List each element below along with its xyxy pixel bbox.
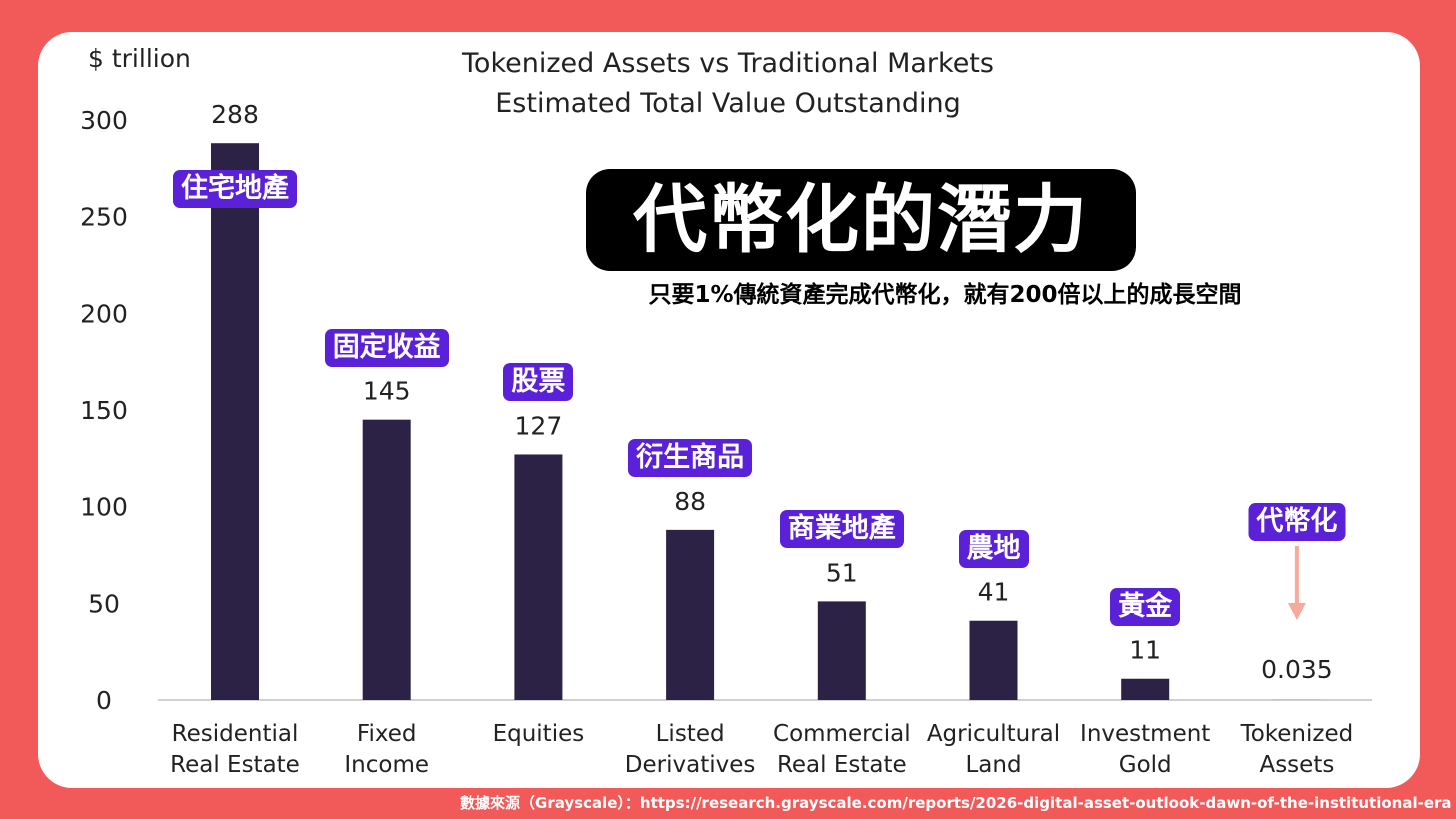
y-axis-unit-label: $ trillion — [88, 44, 191, 73]
bar-value-label: 127 — [515, 411, 563, 440]
x-category-label: Agricultural — [927, 721, 1060, 747]
bar — [514, 454, 563, 700]
bar — [1121, 678, 1170, 700]
y-tick-label: 300 — [80, 106, 128, 135]
category-annotation-tag: 黃金 — [1110, 587, 1181, 626]
x-category-label: Residential — [172, 721, 299, 747]
bar-value-label: 145 — [363, 377, 411, 406]
arrow-down-icon — [1287, 603, 1306, 620]
bar — [969, 620, 1018, 700]
bar — [817, 601, 866, 700]
x-category-label: Tokenized — [1240, 721, 1354, 747]
x-category-label: Income — [344, 752, 429, 778]
bar-value-label: 51 — [826, 558, 858, 587]
chart-card — [38, 32, 1420, 788]
chart-subtitle: Estimated Total Value Outstanding — [495, 88, 961, 119]
y-tick-label: 200 — [80, 299, 128, 328]
category-annotation-tag: 衍生商品 — [628, 438, 753, 477]
bar-value-label: 41 — [978, 578, 1010, 607]
x-category-label: Assets — [1259, 752, 1334, 778]
x-category-label: Land — [965, 752, 1021, 778]
bar-value-label: 288 — [211, 100, 259, 129]
category-annotation-tag: 住宅地產 — [173, 170, 297, 208]
x-category-label: Equities — [493, 721, 585, 747]
category-annotation-tag: 代幣化 — [1248, 503, 1346, 541]
bar — [666, 529, 715, 700]
category-annotation-tag: 商業地產 — [779, 510, 904, 549]
y-tick-label: 50 — [88, 589, 120, 618]
x-category-label: Commercial — [773, 721, 911, 747]
x-category-label: Listed — [656, 721, 725, 747]
category-annotation-tag: 股票 — [503, 363, 574, 402]
x-category-label: Gold — [1119, 752, 1172, 778]
chart-title-block: Tokenized Assets vs Traditional Markets … — [378, 44, 1078, 124]
y-tick-label: 100 — [80, 493, 128, 522]
bar — [362, 419, 411, 700]
y-tick-label: 250 — [80, 203, 128, 232]
category-annotation-tag: 農地 — [958, 529, 1029, 568]
source-note: 數據來源（Grayscale）：https://research.graysca… — [460, 794, 1452, 812]
bar-value-label: 88 — [674, 487, 706, 516]
bar-value-label: 0.035 — [1261, 655, 1333, 684]
x-category-label: Real Estate — [777, 752, 907, 778]
y-tick-label: 0 — [96, 686, 112, 715]
x-category-label: Investment — [1080, 721, 1210, 747]
y-tick-label: 150 — [80, 396, 128, 425]
chart-title: Tokenized Assets vs Traditional Markets — [462, 48, 994, 79]
bar-value-label: 11 — [1129, 636, 1161, 665]
bar — [211, 143, 259, 700]
subheadline: 只要1%傳統資產完成代幣化，就有200倍以上的成長空間 — [648, 282, 1242, 308]
headline-banner: 代幣化的潛力 — [586, 169, 1136, 271]
category-annotation-tag: 固定收益 — [324, 328, 449, 367]
x-category-label: Fixed — [357, 721, 417, 747]
x-category-label: Derivatives — [625, 752, 756, 778]
x-category-label: Real Estate — [170, 752, 300, 778]
